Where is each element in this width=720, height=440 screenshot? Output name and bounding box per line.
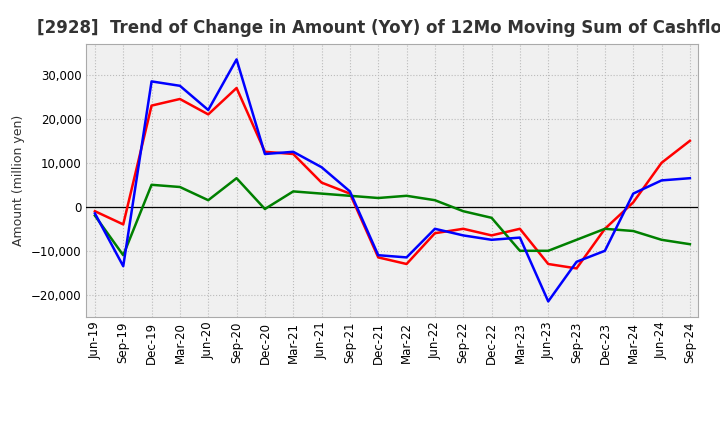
Operating Cashflow (459, 226, 467, 231)
Free Cashflow (572, 259, 581, 264)
Free Cashflow (233, 57, 241, 62)
Free Cashflow (204, 107, 212, 113)
Operating Cashflow (629, 200, 637, 205)
Line: Free Cashflow: Free Cashflow (95, 59, 690, 301)
Free Cashflow (487, 237, 496, 242)
Operating Cashflow (600, 226, 609, 231)
Free Cashflow (459, 233, 467, 238)
Free Cashflow (600, 248, 609, 253)
Investing Cashflow (487, 215, 496, 220)
Operating Cashflow (119, 222, 127, 227)
Free Cashflow (374, 253, 382, 258)
Investing Cashflow (204, 198, 212, 203)
Investing Cashflow (600, 226, 609, 231)
Investing Cashflow (261, 206, 269, 212)
Line: Operating Cashflow: Operating Cashflow (95, 88, 690, 268)
Investing Cashflow (629, 228, 637, 234)
Operating Cashflow (516, 226, 524, 231)
Operating Cashflow (346, 191, 354, 196)
Free Cashflow (289, 149, 297, 154)
Line: Investing Cashflow: Investing Cashflow (95, 178, 690, 255)
Operating Cashflow (261, 149, 269, 154)
Investing Cashflow (374, 195, 382, 201)
Investing Cashflow (685, 242, 694, 247)
Investing Cashflow (318, 191, 326, 196)
Investing Cashflow (431, 198, 439, 203)
Operating Cashflow (402, 261, 411, 267)
Operating Cashflow (572, 266, 581, 271)
Free Cashflow (657, 178, 666, 183)
Operating Cashflow (487, 233, 496, 238)
Operating Cashflow (176, 96, 184, 102)
Investing Cashflow (459, 209, 467, 214)
Operating Cashflow (148, 103, 156, 108)
Operating Cashflow (204, 112, 212, 117)
Operating Cashflow (289, 151, 297, 157)
Free Cashflow (148, 79, 156, 84)
Free Cashflow (91, 211, 99, 216)
Free Cashflow (261, 151, 269, 157)
Investing Cashflow (544, 248, 552, 253)
Investing Cashflow (289, 189, 297, 194)
Operating Cashflow (431, 231, 439, 236)
Investing Cashflow (572, 237, 581, 242)
Free Cashflow (544, 299, 552, 304)
Operating Cashflow (685, 138, 694, 143)
Free Cashflow (431, 226, 439, 231)
Free Cashflow (119, 264, 127, 269)
Title: [2928]  Trend of Change in Amount (YoY) of 12Mo Moving Sum of Cashflows: [2928] Trend of Change in Amount (YoY) o… (37, 19, 720, 37)
Free Cashflow (346, 189, 354, 194)
Free Cashflow (402, 255, 411, 260)
Operating Cashflow (657, 160, 666, 165)
Y-axis label: Amount (million yen): Amount (million yen) (12, 115, 25, 246)
Investing Cashflow (119, 253, 127, 258)
Investing Cashflow (148, 182, 156, 187)
Investing Cashflow (176, 184, 184, 190)
Free Cashflow (176, 83, 184, 88)
Operating Cashflow (374, 255, 382, 260)
Operating Cashflow (91, 209, 99, 214)
Free Cashflow (318, 165, 326, 170)
Free Cashflow (685, 176, 694, 181)
Legend: Operating Cashflow, Investing Cashflow, Free Cashflow: Operating Cashflow, Investing Cashflow, … (132, 438, 652, 440)
Free Cashflow (516, 235, 524, 240)
Investing Cashflow (233, 176, 241, 181)
Operating Cashflow (544, 261, 552, 267)
Investing Cashflow (402, 193, 411, 198)
Investing Cashflow (91, 213, 99, 218)
Investing Cashflow (346, 193, 354, 198)
Investing Cashflow (516, 248, 524, 253)
Free Cashflow (629, 191, 637, 196)
Operating Cashflow (318, 180, 326, 185)
Investing Cashflow (657, 237, 666, 242)
Operating Cashflow (233, 85, 241, 91)
